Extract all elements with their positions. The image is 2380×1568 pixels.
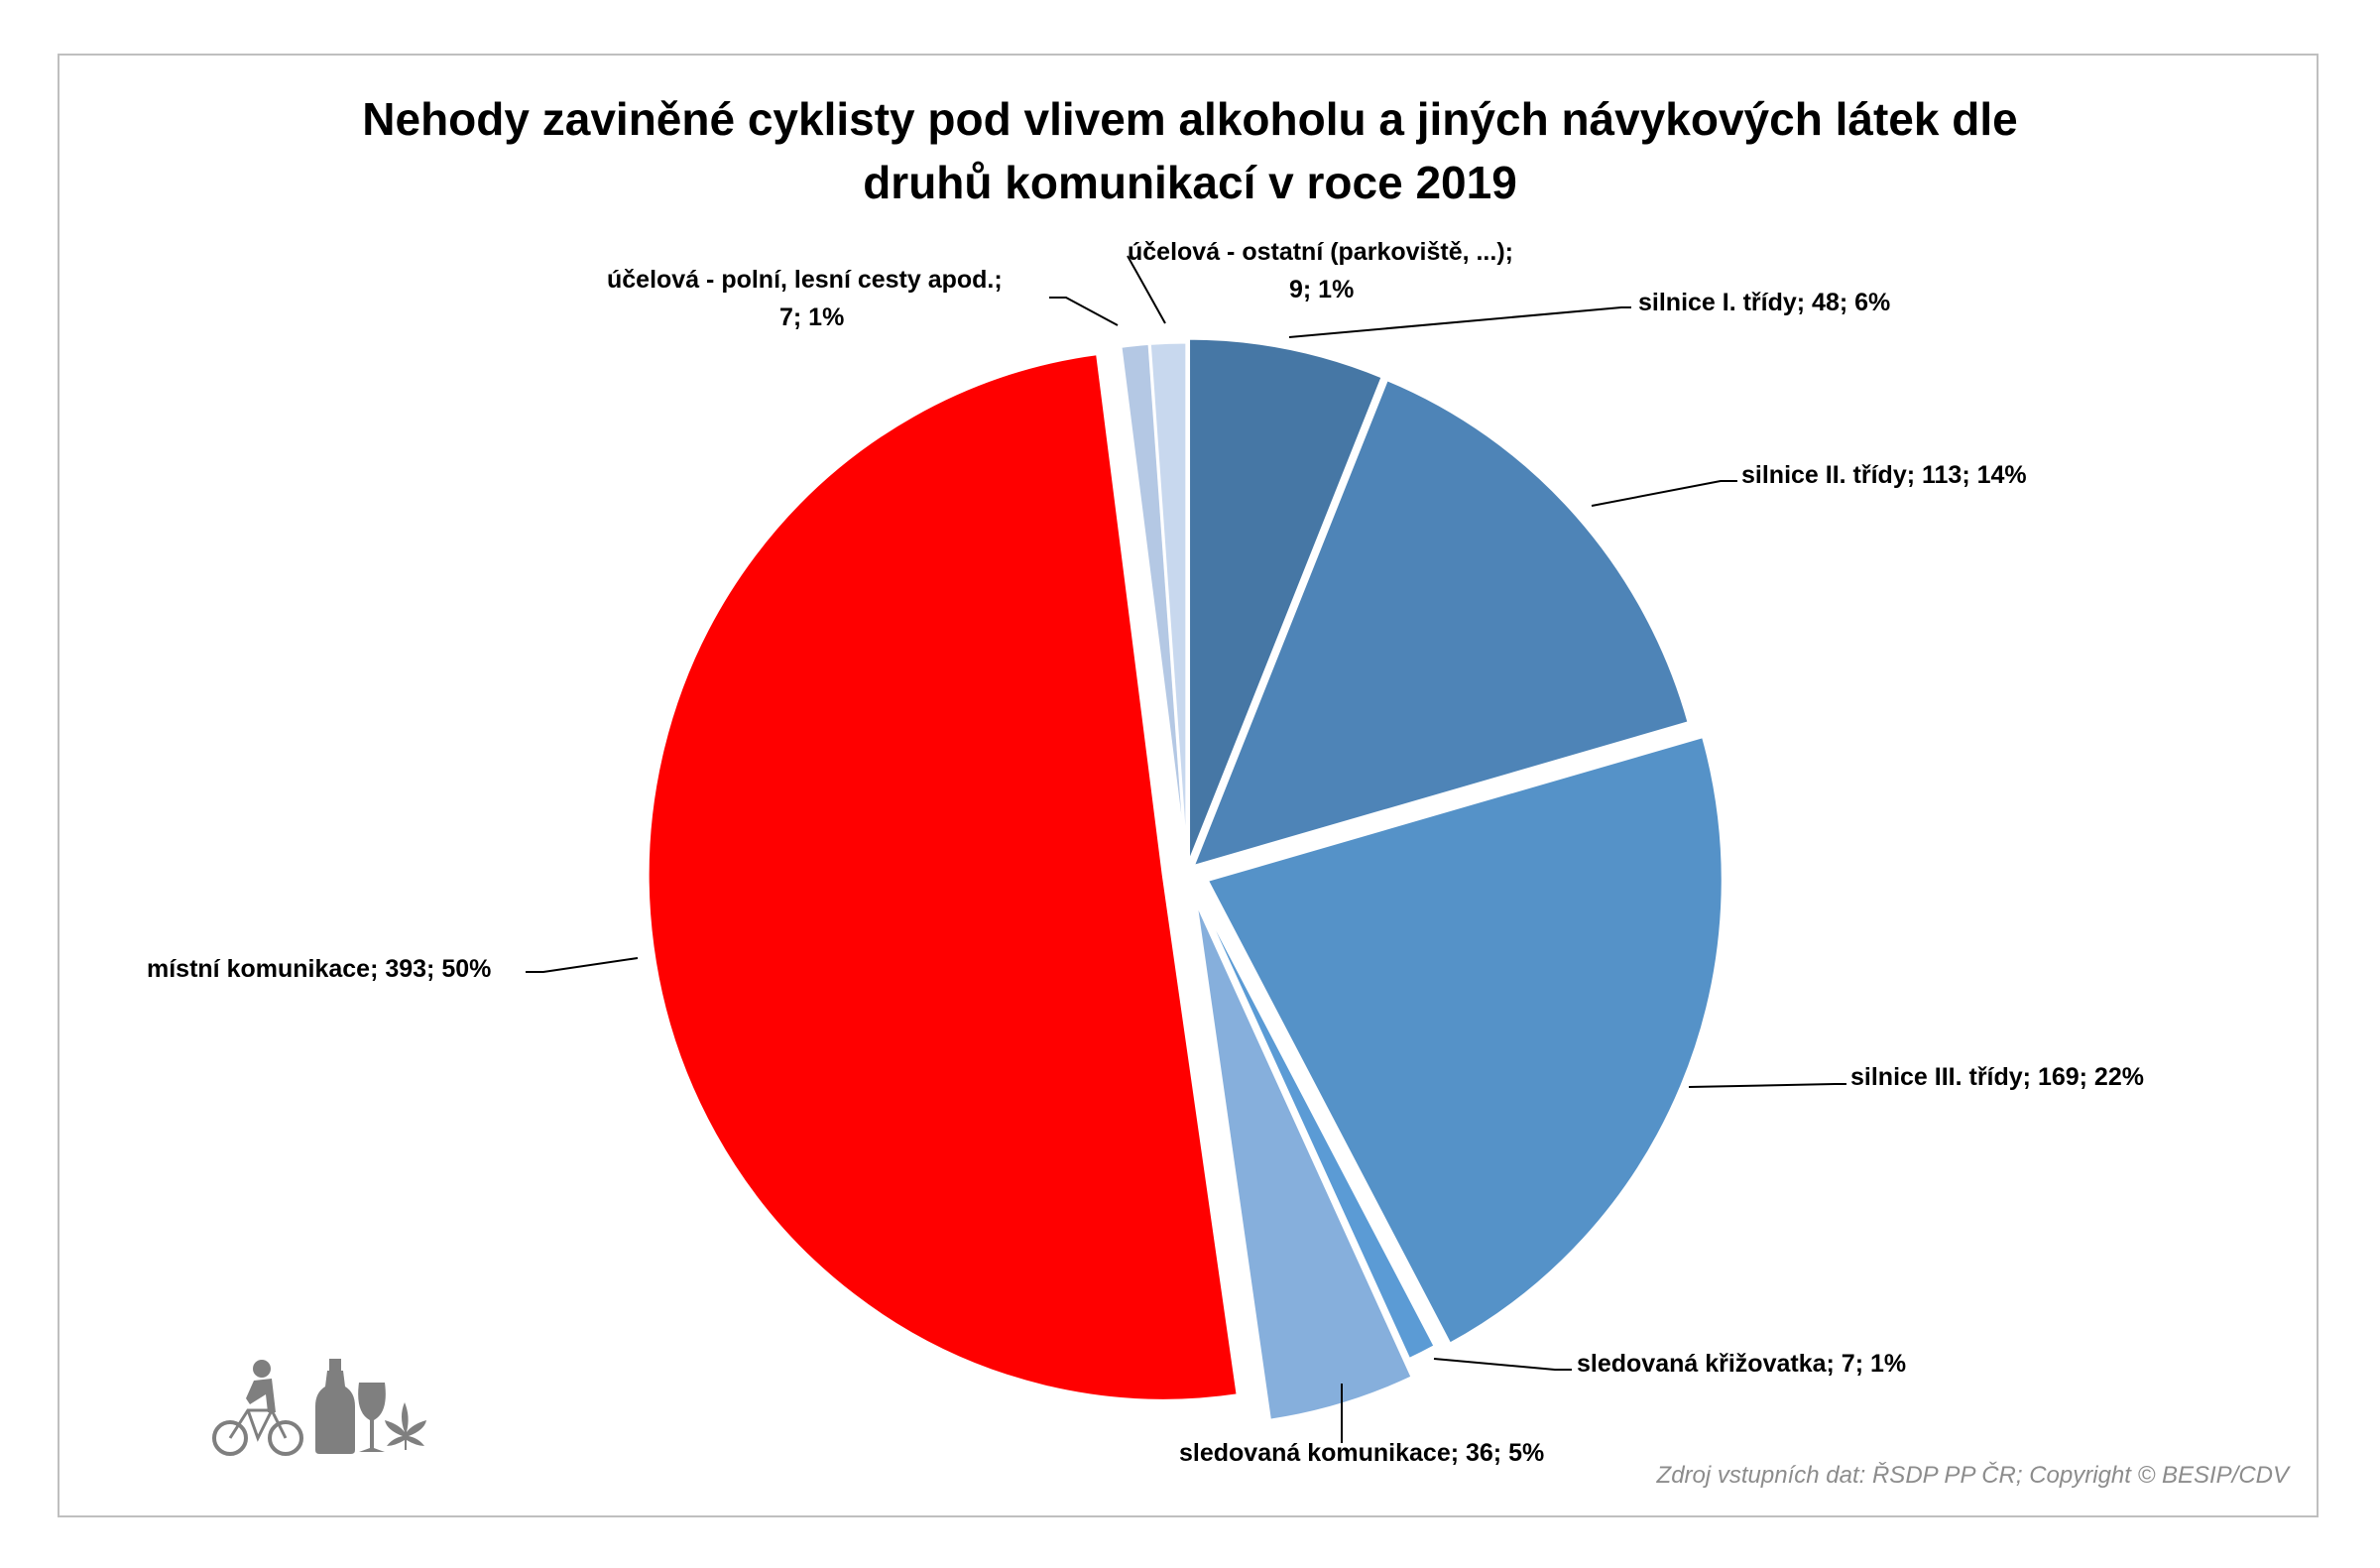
chart-title: Nehody zaviněné cyklisty pod vlivem alko…	[0, 87, 2380, 214]
pie-slices	[646, 336, 1725, 1422]
label-ostatni-line1: účelová - ostatní (parkoviště, ...);	[1128, 238, 1513, 266]
label-silnice-3: silnice III. třídy; 169; 22%	[1850, 1063, 2144, 1091]
label-polni-line2: 7; 1%	[779, 303, 844, 331]
chart-title-line2: druhů komunikací v roce 2019	[863, 157, 1517, 208]
label-krizovatka: sledovaná křižovatka; 7; 1%	[1577, 1350, 1906, 1378]
theme-icons	[210, 1351, 448, 1465]
pie-slice-7	[1147, 340, 1189, 869]
pie-slice-5	[646, 351, 1240, 1402]
leader-lines	[526, 255, 1846, 1443]
pie-slice-3	[1190, 882, 1438, 1362]
pie-slice-2	[1205, 734, 1725, 1347]
cannabis-leaf-icon	[385, 1402, 426, 1450]
source-note: Zdroj vstupních dat: ŘSDP PP ČR; Copyrig…	[1656, 1462, 2289, 1489]
bottle-icon	[315, 1359, 355, 1454]
label-ostatni-line2: 9; 1%	[1289, 276, 1354, 303]
label-silnice-1: silnice I. třídy; 48; 6%	[1638, 289, 1890, 316]
label-polni-line1: účelová - polní, lesní cesty apod.;	[607, 266, 1003, 294]
wine-glass-icon	[358, 1383, 386, 1452]
pie-slice-1	[1190, 377, 1691, 869]
label-silnice-2: silnice II. třídy; 113; 14%	[1741, 461, 2027, 489]
chart-title-line1: Nehody zaviněné cyklisty pod vlivem alko…	[362, 93, 2018, 145]
label-sledovana-komunikace: sledovaná komunikace; 36; 5%	[1179, 1439, 1544, 1467]
pie-slice-0	[1187, 336, 1385, 865]
label-mistni: místní komunikace; 393; 50%	[147, 955, 491, 983]
cyclist-icon	[212, 1360, 303, 1456]
